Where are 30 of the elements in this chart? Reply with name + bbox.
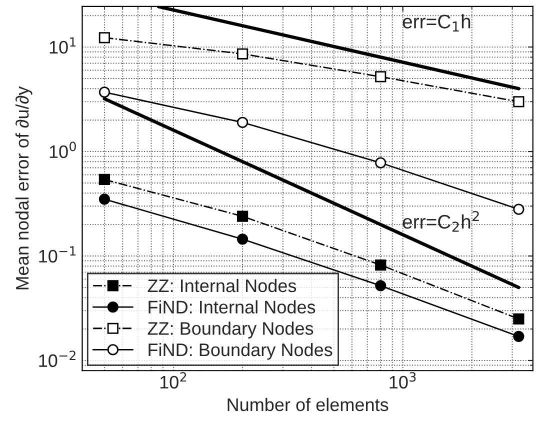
point <box>375 71 386 82</box>
annotation: err=C$_{2}$h$^{2}$ <box>402 210 479 232</box>
point <box>98 86 110 98</box>
legend-label: FiND: Internal Nodes <box>148 300 316 314</box>
point <box>513 96 524 108</box>
annotation: err=C$_{1}$h <box>402 14 470 32</box>
point <box>236 234 248 245</box>
point <box>375 259 386 271</box>
x-tick-label: 10$^{2}$ <box>160 372 186 389</box>
point <box>375 157 386 168</box>
point <box>513 204 524 215</box>
point <box>98 174 110 186</box>
point <box>236 48 248 60</box>
point <box>98 194 110 205</box>
legend-label: FiND: Boundary Nodes <box>148 342 332 360</box>
point <box>236 210 248 222</box>
y-tick-label: 10$^{1}$ <box>50 37 76 54</box>
y-axis-title: Mean nodal error of ∂u/∂y <box>15 86 32 290</box>
x-tick-label: 10$^{3}$ <box>390 372 416 389</box>
point <box>513 313 524 324</box>
legend-label: ZZ: Internal Nodes <box>148 278 296 292</box>
point <box>513 330 524 342</box>
point <box>236 116 248 128</box>
point <box>98 32 110 44</box>
point <box>375 280 386 292</box>
legend-label: ZZ: Boundary Nodes <box>148 322 314 338</box>
x-axis-title: Number of elements <box>228 398 388 412</box>
y-tick-label: 10$^{−2}$ <box>39 350 76 368</box>
y-tick-label: 10$^{−1}$ <box>39 246 76 263</box>
y-tick-label: 10$^{0}$ <box>50 142 76 158</box>
